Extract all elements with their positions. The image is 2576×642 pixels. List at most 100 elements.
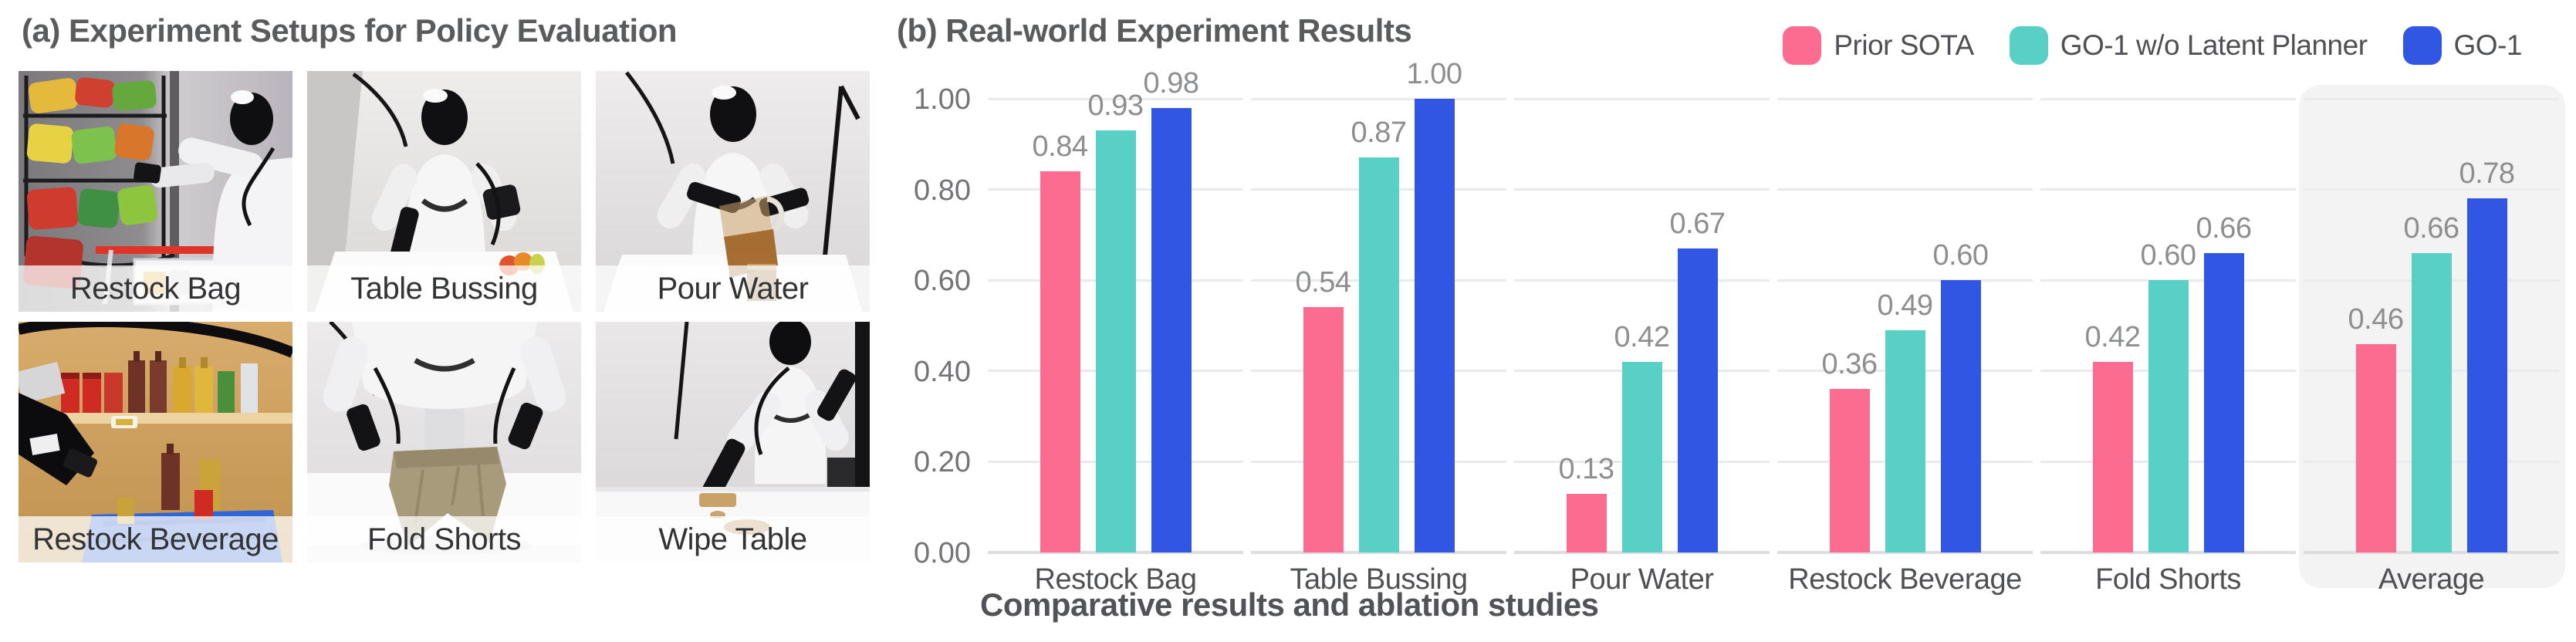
gridline-0.00 [1777, 551, 2033, 554]
panel-a-title: (a) Experiment Setups for Policy Evaluat… [22, 12, 678, 49]
photo-tile-restock-beverage: Restock Beverage [19, 322, 292, 563]
photo-tile-wipe-table: Wipe Table [596, 322, 870, 563]
legend-label-go1-wo-latent-planner: GO-1 w/o Latent Planner [2060, 29, 2368, 61]
value-label-restock-beverage-prior-sota: 0.36 [1821, 348, 1878, 381]
gridline-1.00 [2304, 97, 2559, 100]
bar-fold-shorts-go-1 [2203, 252, 2244, 552]
y-tick-0.20: 0.20 [914, 446, 971, 479]
bar-average-go-1 [2466, 198, 2507, 552]
value-label-restock-bag-go-1-w-o-latent-planner: 0.93 [1087, 90, 1144, 123]
bar-restock-bag-prior-sota [1040, 171, 1080, 552]
value-label-restock-bag-go-1: 0.98 [1143, 66, 1199, 100]
gridline-0.00 [2304, 551, 2559, 554]
bar-restock-bag-go-1-w-o-latent-planner [1095, 130, 1136, 552]
photo-label-restock-bag: Restock Bag [19, 265, 292, 312]
value-label-table-bussing-go-1-w-o-latent-planner: 0.87 [1351, 117, 1407, 150]
photo-label-restock-beverage: Restock Beverage [19, 516, 292, 563]
photo-label-pour-water: Pour Water [596, 265, 870, 312]
legend-swatch-go1-wo-latent-planner-icon [2009, 26, 2048, 65]
bar-table-bussing-go-1-w-o-latent-planner [1358, 157, 1399, 552]
legend-swatch-go1-icon [2402, 26, 2442, 65]
category-label-table-bussing: Table Bussing [1290, 563, 1468, 596]
bar-restock-beverage-go-1 [1940, 280, 1981, 552]
value-label-table-bussing-prior-sota: 0.54 [1295, 266, 1351, 299]
bar-pour-water-prior-sota [1566, 493, 1607, 552]
y-tick-0.80: 0.80 [914, 174, 971, 207]
photo-label-wipe-table: Wipe Table [596, 516, 870, 563]
y-axis: 0.00 0.20 0.40 0.60 0.80 1.00 [803, 83, 971, 569]
legend-swatch-prior-sota-icon [1783, 26, 1822, 65]
value-label-restock-beverage-go-1-w-o-latent-planner: 0.49 [1877, 289, 1933, 322]
category-label-pour-water: Pour Water [1570, 563, 1714, 596]
gridline-0.80 [1777, 188, 2033, 191]
bar-fold-shorts-prior-sota [2092, 362, 2133, 552]
value-label-pour-water-go-1-w-o-latent-planner: 0.42 [1614, 321, 1670, 354]
y-tick-0.60: 0.60 [914, 265, 971, 298]
value-label-restock-bag-prior-sota: 0.84 [1032, 130, 1088, 164]
gridline-1.00 [1777, 97, 2033, 100]
value-label-fold-shorts-go-1-w-o-latent-planner: 0.60 [2140, 239, 2196, 272]
facet-table-bussing: 0.54 0.87 1.00 Table Bussing [1251, 58, 1506, 596]
bar-restock-beverage-prior-sota [1829, 389, 1870, 552]
chart-caption: Comparative results and ablation studies [980, 586, 1599, 623]
gridline-1.00 [1251, 97, 1506, 100]
bar-average-prior-sota [2355, 343, 2396, 552]
photo-tile-restock-bag: Restock Bag [19, 71, 292, 312]
gridline-0.80 [2304, 188, 2559, 191]
gridline-0.80 [1514, 188, 1770, 191]
bar-restock-bag-go-1 [1151, 107, 1192, 552]
gridline-0.00 [1251, 551, 1506, 554]
facet-restock-bag: 0.84 0.93 0.98 Restock Bag [988, 67, 1243, 596]
bar-average-go-1-w-o-latent-planner [2411, 252, 2452, 552]
bar-fold-shorts-go-1-w-o-latent-planner [2148, 280, 2189, 552]
facet-pour-water: 0.13 0.42 0.67 Pour Water [1514, 97, 1770, 596]
bar-restock-beverage-go-1-w-o-latent-planner [1885, 329, 1925, 552]
bar-table-bussing-prior-sota [1303, 307, 1344, 552]
gridline-0.00 [1514, 551, 1770, 554]
gridline-0.00 [2040, 551, 2296, 554]
legend-label-go1: GO-1 [2453, 29, 2523, 61]
gridline-0.00 [988, 551, 1243, 554]
photo-tile-fold-shorts: Fold Shorts [307, 322, 581, 563]
photo-tile-table-bussing: Table Bussing [307, 71, 581, 312]
facet-fold-shorts: 0.42 0.60 0.66 Fold Shorts [2040, 97, 2296, 596]
facet-restock-beverage: 0.36 0.49 0.60 Restock Beverage [1777, 97, 2033, 596]
experiment-photo-grid: Restock Bag [19, 71, 870, 563]
legend-label-prior-sota: Prior SOTA [1834, 29, 1974, 61]
value-label-restock-beverage-go-1: 0.60 [1932, 239, 1989, 272]
category-label-average: Average [2378, 563, 2485, 596]
value-label-average-prior-sota: 0.46 [2348, 302, 2404, 336]
gridline-1.00 [2040, 97, 2296, 100]
gridline-0.80 [2040, 188, 2296, 191]
bar-table-bussing-go-1 [1414, 99, 1455, 552]
category-label-restock-bag: Restock Bag [1034, 563, 1197, 596]
legend-item-go1: GO-1 [2402, 26, 2523, 65]
value-label-average-go-1: 0.78 [2459, 157, 2515, 191]
legend-item-go1-wo-latent-planner: GO-1 w/o Latent Planner [2009, 26, 2368, 65]
y-tick-0.00: 0.00 [914, 537, 971, 569]
value-label-average-go-1-w-o-latent-planner: 0.66 [2403, 211, 2459, 245]
category-label-fold-shorts: Fold Shorts [2095, 563, 2241, 596]
value-label-table-bussing-go-1: 1.00 [1406, 58, 1462, 90]
category-label-restock-beverage: Restock Beverage [1788, 563, 2022, 596]
gridline-0.60 [1777, 279, 2033, 282]
gridline-1.00 [988, 97, 1243, 100]
legend-item-prior-sota: Prior SOTA [1783, 26, 1974, 65]
chart-legend: Prior SOTA GO-1 w/o Latent Planner GO-1 [1783, 26, 2523, 65]
value-label-fold-shorts-go-1: 0.66 [2196, 211, 2252, 245]
gridline-0.60 [1514, 279, 1770, 282]
value-label-pour-water-prior-sota: 0.13 [1558, 452, 1614, 485]
photo-tile-pour-water: Pour Water [596, 71, 870, 312]
gridline-1.00 [1514, 97, 1770, 100]
photo-label-fold-shorts: Fold Shorts [307, 516, 581, 563]
value-label-fold-shorts-prior-sota: 0.42 [2084, 321, 2141, 354]
y-tick-1.00: 1.00 [914, 83, 971, 116]
plot-area: 0.84 0.93 0.98 Restock Bag 0.54 0.87 1.00 Table… [988, 58, 2565, 596]
value-label-pour-water-go-1: 0.67 [1669, 208, 1726, 241]
facet-average: 0.46 0.66 0.78 Average [2304, 97, 2559, 596]
photo-label-table-bussing: Table Bussing [307, 265, 581, 312]
bar-pour-water-go-1 [1677, 248, 1718, 552]
panel-b-title: (b) Real-world Experiment Results [897, 12, 1412, 49]
bar-pour-water-go-1-w-o-latent-planner [1621, 362, 1662, 552]
